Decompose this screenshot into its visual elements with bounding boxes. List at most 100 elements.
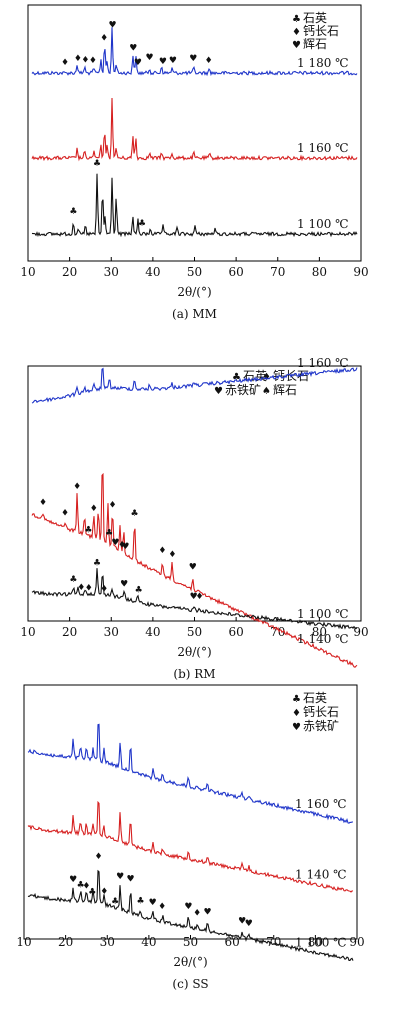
phase-marker: ♥ (69, 875, 77, 885)
phase-marker: ♦ (61, 58, 69, 68)
series-line-1180C (31, 27, 358, 77)
phase-marker: ♣ (111, 897, 119, 907)
x-tick-label: 20 (62, 265, 77, 279)
x-axis-label: 2θ/(°) (177, 285, 211, 299)
phase-marker: ♦ (90, 504, 98, 514)
x-tick-label: 40 (141, 935, 156, 949)
series-line-1160C (31, 367, 358, 404)
x-tick-label: 90 (349, 935, 364, 949)
x-tick-label: 60 (224, 935, 239, 949)
x-tick-label: 90 (353, 265, 368, 279)
phase-marker: ♥ (127, 874, 135, 884)
phase-marker: ♥ (184, 902, 192, 912)
series-label: 1 160 ℃ (297, 141, 349, 155)
series-label: 1 180 ℃ (297, 56, 349, 70)
legend-label: 钙长石 (303, 705, 339, 719)
phase-marker: ♦ (158, 546, 166, 556)
phase-marker: ♥ (121, 542, 129, 552)
legend-label: 辉石 (303, 37, 327, 51)
phase-marker: ♣ (105, 529, 113, 539)
phase-marker: ♣ (137, 896, 145, 906)
phase-marker: ♣ (138, 219, 146, 229)
x-axis-label: 2θ/(°) (173, 955, 207, 969)
phase-marker: ♥ (116, 872, 124, 882)
phase-marker: ♦ (74, 54, 82, 64)
x-tick-label: 60 (228, 265, 243, 279)
x-tick-label: 50 (187, 265, 202, 279)
phase-marker: ♣ (135, 586, 143, 596)
series-line-1160C (27, 723, 353, 824)
panel-caption: (b) RM (173, 667, 215, 681)
phase-marker: ♦ (89, 56, 97, 66)
phase-marker: ♣ (77, 880, 85, 890)
legend-symbol: ♦ (292, 708, 301, 719)
series-line-1160C (31, 97, 358, 162)
x-tick-label: 40 (145, 265, 160, 279)
phase-marker: ♦ (158, 902, 166, 912)
phase-marker: ♣ (69, 207, 77, 217)
phase-marker: ♦ (94, 852, 102, 862)
series-line-1100C (31, 568, 358, 630)
series-label: 1 160 ℃ (295, 797, 347, 811)
phase-marker: ♦ (100, 585, 108, 595)
phase-marker: ♥ (149, 898, 157, 908)
phase-marker: ♥ (129, 43, 137, 53)
series-label: 1 100 ℃ (297, 217, 349, 231)
phase-marker: ♦ (82, 881, 90, 891)
phase-marker: ♦ (118, 540, 126, 550)
phase-marker: ♦ (193, 909, 201, 919)
x-tick-label: 30 (104, 625, 119, 639)
phase-marker: ♥ (169, 56, 177, 66)
x-tick-label: 80 (312, 265, 327, 279)
series-label: 1 140 ℃ (295, 867, 347, 881)
phase-marker: ♥ (189, 562, 197, 572)
panel-caption: (c) SS (172, 977, 208, 991)
legend-symbol: ♥ (214, 386, 223, 397)
x-tick-label: 60 (228, 625, 243, 639)
legend-label: 石英 (303, 11, 327, 25)
x-tick-label: 50 (183, 935, 198, 949)
legend-label: 钙长石 (303, 24, 339, 38)
phase-marker: ♦ (108, 501, 116, 511)
legend-symbol: ♦ (292, 27, 301, 38)
x-tick-label: 70 (266, 935, 281, 949)
phase-marker: ♣ (93, 159, 101, 169)
phase-marker: ♥ (146, 53, 154, 63)
phase-marker: ♥ (159, 57, 167, 67)
phase-marker: ♦ (168, 550, 176, 560)
series-line-1100C (27, 869, 354, 961)
phase-marker: ♦ (205, 56, 213, 66)
phase-marker: ♦ (100, 34, 108, 44)
phase-marker: ♥ (204, 908, 212, 918)
phase-marker: ♥ (189, 54, 197, 64)
phase-marker: ♥ (245, 919, 253, 929)
x-tick-label: 10 (16, 935, 31, 949)
x-axis-label: 2θ/(°) (177, 645, 211, 659)
x-tick-label: 20 (58, 935, 73, 949)
phase-marker: ♥ (134, 58, 142, 68)
x-tick-label: 80 (308, 935, 323, 949)
series-line-1140C (31, 472, 358, 668)
legend-symbol: ♣ (292, 14, 301, 25)
x-tick-label: 10 (20, 625, 35, 639)
panel-caption: (a) MM (172, 307, 217, 321)
phase-marker: ♣ (93, 559, 101, 569)
phase-marker: ♣ (88, 887, 96, 897)
phase-marker: ♦ (73, 482, 81, 492)
series-line-1140C (27, 800, 354, 893)
phase-marker: ♣ (69, 575, 77, 585)
series-label: 1 100 ℃ (297, 607, 349, 621)
phase-marker: ♥ (190, 592, 198, 602)
phase-marker: ♦ (77, 583, 85, 593)
phase-marker: ♥ (238, 917, 246, 927)
legend-label: 赤铁矿 (225, 383, 261, 397)
x-tick-label: 70 (270, 265, 285, 279)
series-label: 1 160 ℃ (297, 356, 349, 370)
phase-marker: ♣ (84, 525, 92, 535)
x-tick-label: 50 (187, 625, 202, 639)
phase-marker: ♦ (100, 887, 108, 897)
x-tick-label: 90 (353, 625, 368, 639)
phase-marker: ♦ (61, 508, 69, 518)
x-tick-label: 10 (20, 265, 35, 279)
